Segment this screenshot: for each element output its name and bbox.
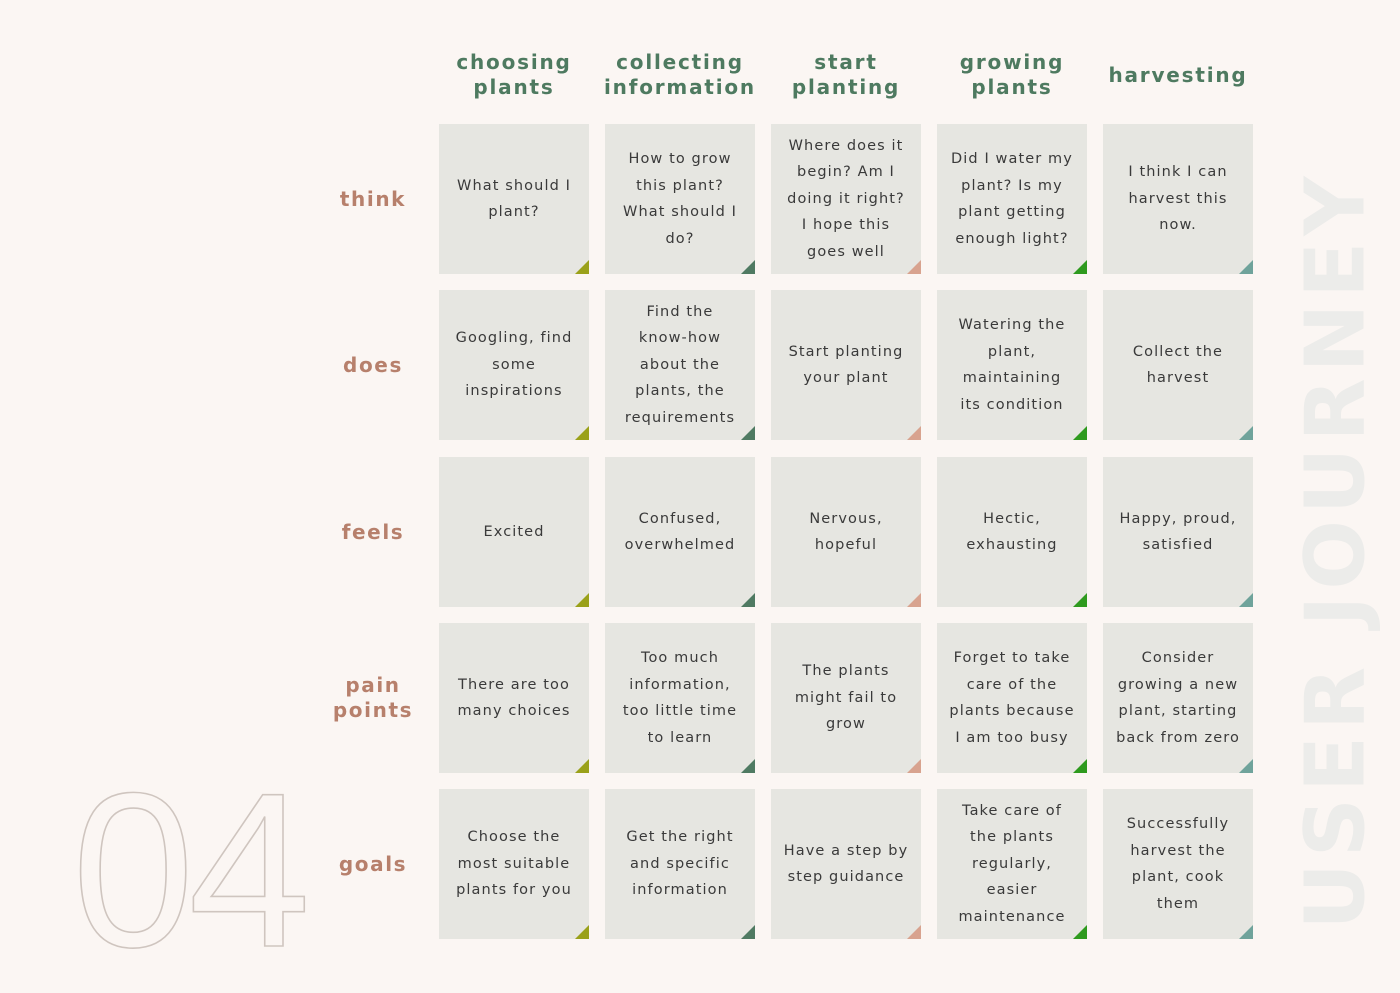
folded-corner-icon — [575, 593, 589, 607]
sticky-note-text: There are too many choices — [457, 676, 571, 720]
folded-corner-icon — [1239, 925, 1253, 939]
sticky-note-goals-collecting-information: Get the right and specific information — [605, 789, 755, 939]
sticky-note-text: Excited — [483, 523, 545, 540]
row-header-think: think — [339, 186, 407, 211]
column-header-collecting-information: collecting information — [604, 50, 756, 99]
sticky-note-think-start-planting: Where does it begin? Am I doing it right… — [771, 124, 921, 274]
folded-corner-icon — [1073, 426, 1087, 440]
sticky-note-goals-growing-plants: Take care of the plants regularly, easie… — [937, 789, 1087, 939]
folded-corner-icon — [1073, 759, 1087, 773]
sticky-note-does-growing-plants: Watering the plant, maintaining its cond… — [937, 290, 1087, 440]
sticky-note-text: Forget to take care of the plants becaus… — [949, 650, 1075, 746]
column-header-choosing-plants: choosing plants — [456, 50, 572, 99]
sticky-note-feels-collecting-information: Confused, overwhelmed — [605, 457, 755, 607]
folded-corner-icon — [741, 925, 755, 939]
folded-corner-icon — [575, 260, 589, 274]
folded-corner-icon — [575, 426, 589, 440]
sticky-note-goals-harvesting: Successfully harvest the plant, cook the… — [1103, 789, 1253, 939]
sticky-note-text: Did I water my plant? Is my plant gettin… — [951, 151, 1073, 247]
sticky-note-does-collecting-information: Find the know-how about the plants, the … — [605, 290, 755, 440]
sticky-note-pain-points-start-planting: The plants might fail to grow — [771, 623, 921, 773]
folded-corner-icon — [907, 260, 921, 274]
sticky-note-think-choosing-plants: What should I plant? — [439, 124, 589, 274]
sticky-note-text: How to grow this plant? What should I do… — [623, 151, 737, 247]
column-header-harvesting: harvesting — [1108, 62, 1248, 87]
sticky-note-text: What should I plant? — [457, 177, 571, 221]
sticky-note-pain-points-harvesting: Consider growing a new plant, starting b… — [1103, 623, 1253, 773]
sticky-note-feels-growing-plants: Hectic, exhausting — [937, 457, 1087, 607]
folded-corner-icon — [1239, 593, 1253, 607]
sticky-note-feels-start-planting: Nervous, hopeful — [771, 457, 921, 607]
sticky-note-text: Hectic, exhausting — [966, 510, 1058, 554]
folded-corner-icon — [1239, 260, 1253, 274]
row-header-goals: goals — [338, 851, 408, 876]
folded-corner-icon — [907, 593, 921, 607]
sticky-note-text: Googling, find some inspirations — [455, 330, 573, 400]
sticky-note-pain-points-choosing-plants: There are too many choices — [439, 623, 589, 773]
sticky-note-text: Confused, overwhelmed — [624, 510, 736, 554]
folded-corner-icon — [1073, 593, 1087, 607]
folded-corner-icon — [741, 593, 755, 607]
sticky-note-text: Collect the harvest — [1132, 343, 1224, 387]
folded-corner-icon — [1073, 260, 1087, 274]
sticky-note-feels-harvesting: Happy, proud, satisfied — [1103, 457, 1253, 607]
sticky-note-think-collecting-information: How to grow this plant? What should I do… — [605, 124, 755, 274]
sticky-note-text: Have a step by step guidance — [783, 842, 909, 886]
sticky-note-text: Consider growing a new plant, starting b… — [1116, 650, 1240, 746]
row-header-does: does — [343, 352, 403, 377]
sticky-note-text: Watering the plant, maintaining its cond… — [958, 317, 1066, 413]
sticky-note-feels-choosing-plants: Excited — [439, 457, 589, 607]
sticky-note-text: Happy, proud, satisfied — [1119, 510, 1237, 554]
folded-corner-icon — [907, 925, 921, 939]
sticky-note-does-choosing-plants: Googling, find some inspirations — [439, 290, 589, 440]
column-header-growing-plants: growing plants — [959, 50, 1065, 99]
sticky-note-text: Where does it begin? Am I doing it right… — [787, 137, 905, 260]
sticky-note-pain-points-growing-plants: Forget to take care of the plants becaus… — [937, 623, 1087, 773]
sticky-note-text: Take care of the plants regularly, easie… — [958, 802, 1066, 925]
folded-corner-icon — [741, 759, 755, 773]
folded-corner-icon — [741, 260, 755, 274]
folded-corner-icon — [907, 426, 921, 440]
sticky-note-think-growing-plants: Did I water my plant? Is my plant gettin… — [937, 124, 1087, 274]
row-header-feels: feels — [341, 519, 405, 544]
folded-corner-icon — [575, 925, 589, 939]
sticky-note-text: Too much information, too little time to… — [622, 650, 738, 746]
section-number: 04 — [71, 747, 311, 993]
folded-corner-icon — [1239, 759, 1253, 773]
sticky-note-text: I think I can harvest this now. — [1128, 164, 1228, 234]
sticky-note-text: Choose the most suitable plants for you — [456, 829, 572, 899]
sticky-note-text: The plants might fail to grow — [794, 663, 898, 733]
sticky-note-text: Start planting your plant — [788, 343, 904, 387]
sticky-note-text: Find the know-how about the plants, the … — [624, 303, 736, 426]
column-header-start-planting: start planting — [791, 50, 901, 99]
sticky-note-does-harvesting: Collect the harvest — [1103, 290, 1253, 440]
row-header-pain-points: pain points — [332, 673, 414, 722]
sticky-note-does-start-planting: Start planting your plant — [771, 290, 921, 440]
sticky-note-text: Successfully harvest the plant, cook the… — [1126, 816, 1230, 912]
sticky-note-pain-points-collecting-information: Too much information, too little time to… — [605, 623, 755, 773]
sticky-note-text: Nervous, hopeful — [809, 510, 883, 554]
folded-corner-icon — [1073, 925, 1087, 939]
sticky-note-goals-choosing-plants: Choose the most suitable plants for you — [439, 789, 589, 939]
folded-corner-icon — [1239, 426, 1253, 440]
side-title: USER JOURNEY — [1288, 170, 1384, 930]
sticky-note-text: Get the right and specific information — [626, 829, 734, 899]
folded-corner-icon — [907, 759, 921, 773]
sticky-note-think-harvesting: I think I can harvest this now. — [1103, 124, 1253, 274]
folded-corner-icon — [741, 426, 755, 440]
sticky-note-goals-start-planting: Have a step by step guidance — [771, 789, 921, 939]
folded-corner-icon — [575, 759, 589, 773]
